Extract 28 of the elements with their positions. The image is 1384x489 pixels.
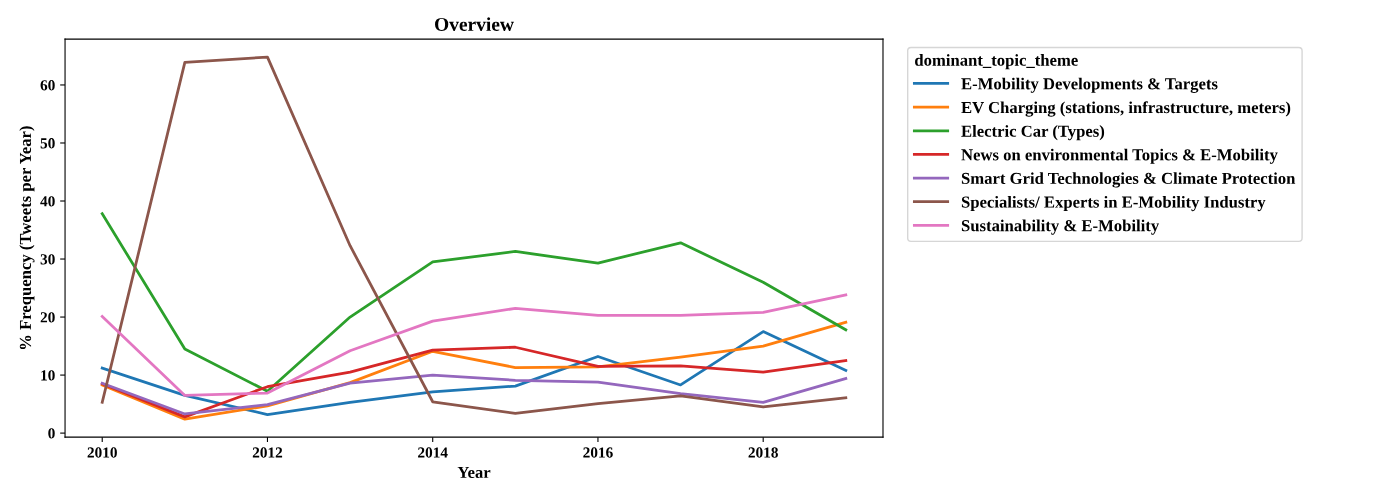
legend-label: Specialists/ Experts in E-Mobility Industry: [961, 195, 1266, 212]
chart-title: Overview: [435, 17, 514, 31]
line-series: [100, 55, 848, 415]
x-tick-label: 2016: [583, 447, 613, 458]
y-tick-label: 10: [41, 370, 55, 381]
line-series: [100, 345, 848, 419]
y-tick-label: 30: [40, 254, 55, 265]
x-tick-label: 2010: [87, 447, 117, 458]
y-tick-label: 0: [48, 428, 55, 439]
y-tick-label: 20: [40, 312, 55, 323]
legend-label: Sustainability & E-Mobility: [961, 219, 1160, 235]
y-tick-label: 50: [40, 138, 55, 149]
x-tick-label: 2018: [748, 447, 778, 458]
y-axis-title: % Frequency (Tweets per Year): [19, 126, 35, 350]
legend-label: EV Charging (stations, infrastructure, meters): [961, 101, 1291, 117]
legend-title: dominant_topic_theme: [915, 54, 1078, 70]
legend-label: E-Mobility Developments & Targets: [961, 77, 1218, 93]
x-axis-title: Year: [457, 466, 491, 479]
y-tick-label: 60: [40, 80, 55, 91]
legend-label: Smart Grid Technologies & Climate Protection: [961, 172, 1296, 188]
line-series: [100, 293, 848, 397]
x-tick-label: 2014: [418, 447, 448, 458]
x-tick-label: 2012: [252, 447, 283, 458]
legend-label: Electric Car (Types): [961, 125, 1105, 141]
legend-label: News on environmental Topics & E-Mobility: [961, 148, 1278, 164]
y-tick-label: 40: [40, 196, 55, 207]
line-series: [100, 212, 848, 393]
line-series: [100, 373, 848, 416]
